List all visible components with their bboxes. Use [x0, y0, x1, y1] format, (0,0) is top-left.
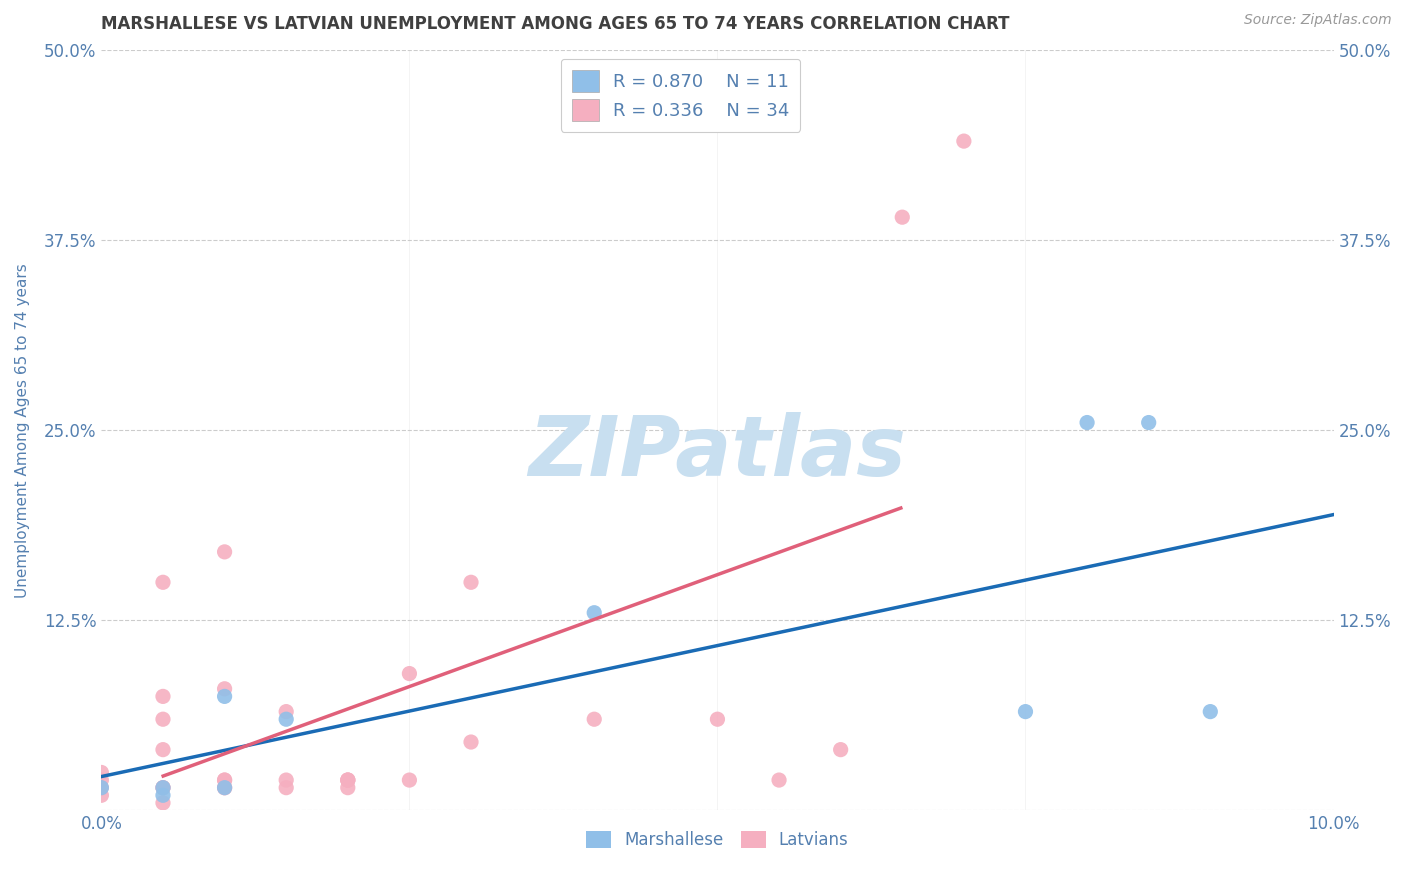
Text: ZIPatlas: ZIPatlas: [529, 412, 907, 493]
Point: [152, 780, 174, 795]
Point: [830, 742, 852, 756]
Point: [336, 773, 359, 788]
Point: [768, 773, 790, 788]
Point: [460, 735, 482, 749]
Point: [90, 780, 112, 795]
Point: [276, 780, 298, 795]
Point: [276, 773, 298, 788]
Point: [460, 575, 482, 590]
Point: [152, 796, 174, 810]
Point: [214, 690, 236, 704]
Point: [336, 773, 359, 788]
Legend: Marshallese, Latvians: Marshallese, Latvians: [579, 824, 855, 855]
Text: MARSHALLESE VS LATVIAN UNEMPLOYMENT AMONG AGES 65 TO 74 YEARS CORRELATION CHART: MARSHALLESE VS LATVIAN UNEMPLOYMENT AMON…: [101, 15, 1010, 33]
Point: [1076, 416, 1098, 430]
Point: [276, 712, 298, 726]
Text: Source: ZipAtlas.com: Source: ZipAtlas.com: [1244, 13, 1392, 28]
Point: [214, 773, 236, 788]
Point: [953, 134, 976, 148]
Point: [1137, 416, 1160, 430]
Point: [398, 666, 420, 681]
Point: [706, 712, 728, 726]
Point: [152, 690, 174, 704]
Y-axis label: Unemployment Among Ages 65 to 74 years: Unemployment Among Ages 65 to 74 years: [15, 263, 30, 598]
Point: [583, 606, 606, 620]
Point: [398, 773, 420, 788]
Point: [1014, 705, 1036, 719]
Point: [214, 773, 236, 788]
Point: [336, 773, 359, 788]
Point: [152, 575, 174, 590]
Point: [90, 780, 112, 795]
Point: [214, 780, 236, 795]
Point: [152, 742, 174, 756]
Point: [276, 705, 298, 719]
Point: [583, 712, 606, 726]
Point: [152, 780, 174, 795]
Point: [214, 545, 236, 559]
Point: [152, 789, 174, 803]
Point: [214, 681, 236, 696]
Point: [214, 780, 236, 795]
Point: [90, 773, 112, 788]
Point: [214, 780, 236, 795]
Point: [152, 712, 174, 726]
Point: [90, 765, 112, 780]
Point: [336, 780, 359, 795]
Point: [152, 780, 174, 795]
Point: [891, 210, 914, 224]
Point: [1199, 705, 1222, 719]
Point: [90, 789, 112, 803]
